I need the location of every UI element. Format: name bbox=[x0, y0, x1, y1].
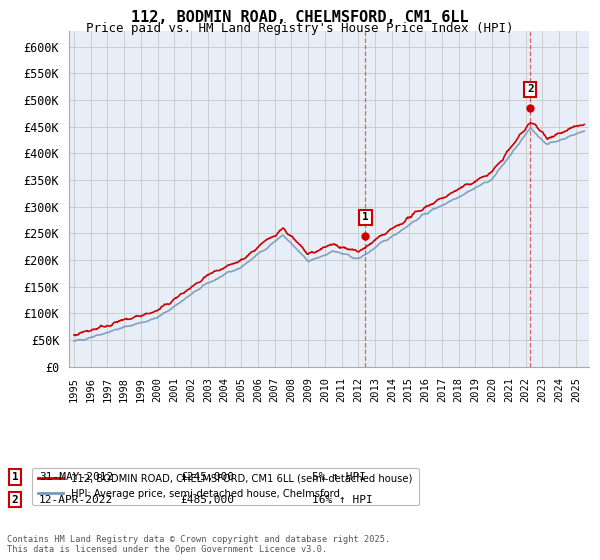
Text: 16% ↑ HPI: 16% ↑ HPI bbox=[312, 494, 373, 505]
Text: Contains HM Land Registry data © Crown copyright and database right 2025.
This d: Contains HM Land Registry data © Crown c… bbox=[7, 535, 391, 554]
Legend: 112, BODMIN ROAD, CHELMSFORD, CM1 6LL (semi-detached house), HPI: Average price,: 112, BODMIN ROAD, CHELMSFORD, CM1 6LL (s… bbox=[32, 468, 419, 505]
Text: 1: 1 bbox=[362, 212, 369, 222]
Text: 2: 2 bbox=[11, 494, 19, 505]
Text: £485,000: £485,000 bbox=[180, 494, 234, 505]
Text: 12-APR-2022: 12-APR-2022 bbox=[39, 494, 113, 505]
Text: £245,000: £245,000 bbox=[180, 472, 234, 482]
Text: Price paid vs. HM Land Registry's House Price Index (HPI): Price paid vs. HM Land Registry's House … bbox=[86, 22, 514, 35]
Text: 5% ↑ HPI: 5% ↑ HPI bbox=[312, 472, 366, 482]
Text: 112, BODMIN ROAD, CHELMSFORD, CM1 6LL: 112, BODMIN ROAD, CHELMSFORD, CM1 6LL bbox=[131, 10, 469, 25]
Text: 31-MAY-2012: 31-MAY-2012 bbox=[39, 472, 113, 482]
Text: 2: 2 bbox=[527, 85, 533, 95]
Text: 1: 1 bbox=[11, 472, 19, 482]
